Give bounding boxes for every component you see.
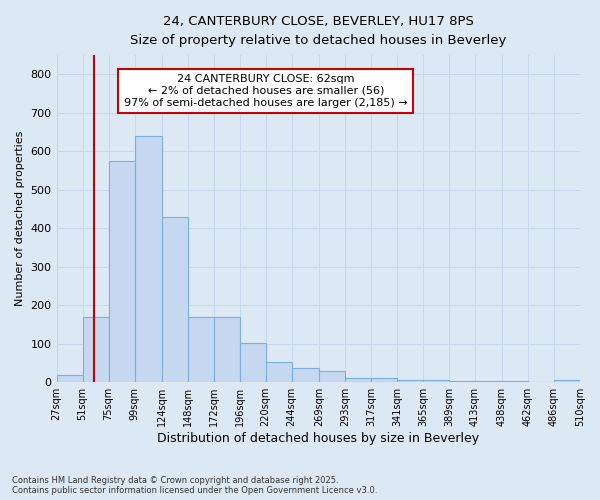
Bar [475,381,502,382]
Bar [83,317,109,382]
X-axis label: Distribution of detached houses by size in Beverley: Distribution of detached houses by size … [157,432,479,445]
Bar [134,136,161,382]
Bar [449,381,475,382]
Bar [56,374,83,382]
Bar [109,161,134,382]
Bar [239,343,266,382]
Y-axis label: Number of detached properties: Number of detached properties [15,131,25,306]
Bar [319,370,345,382]
Text: Contains HM Land Registry data © Crown copyright and database right 2025.
Contai: Contains HM Land Registry data © Crown c… [12,476,377,495]
Bar [214,317,239,382]
Bar [292,368,319,382]
Bar [188,317,214,382]
Bar [266,362,292,382]
Bar [371,378,397,382]
Bar [161,216,188,382]
Title: 24, CANTERBURY CLOSE, BEVERLEY, HU17 8PS
Size of property relative to detached h: 24, CANTERBURY CLOSE, BEVERLEY, HU17 8PS… [130,15,506,47]
Bar [397,380,423,382]
Bar [345,378,371,382]
Bar [554,380,580,382]
Text: 24 CANTERBURY CLOSE: 62sqm
← 2% of detached houses are smaller (56)
97% of semi-: 24 CANTERBURY CLOSE: 62sqm ← 2% of detac… [124,74,407,108]
Bar [423,380,449,382]
